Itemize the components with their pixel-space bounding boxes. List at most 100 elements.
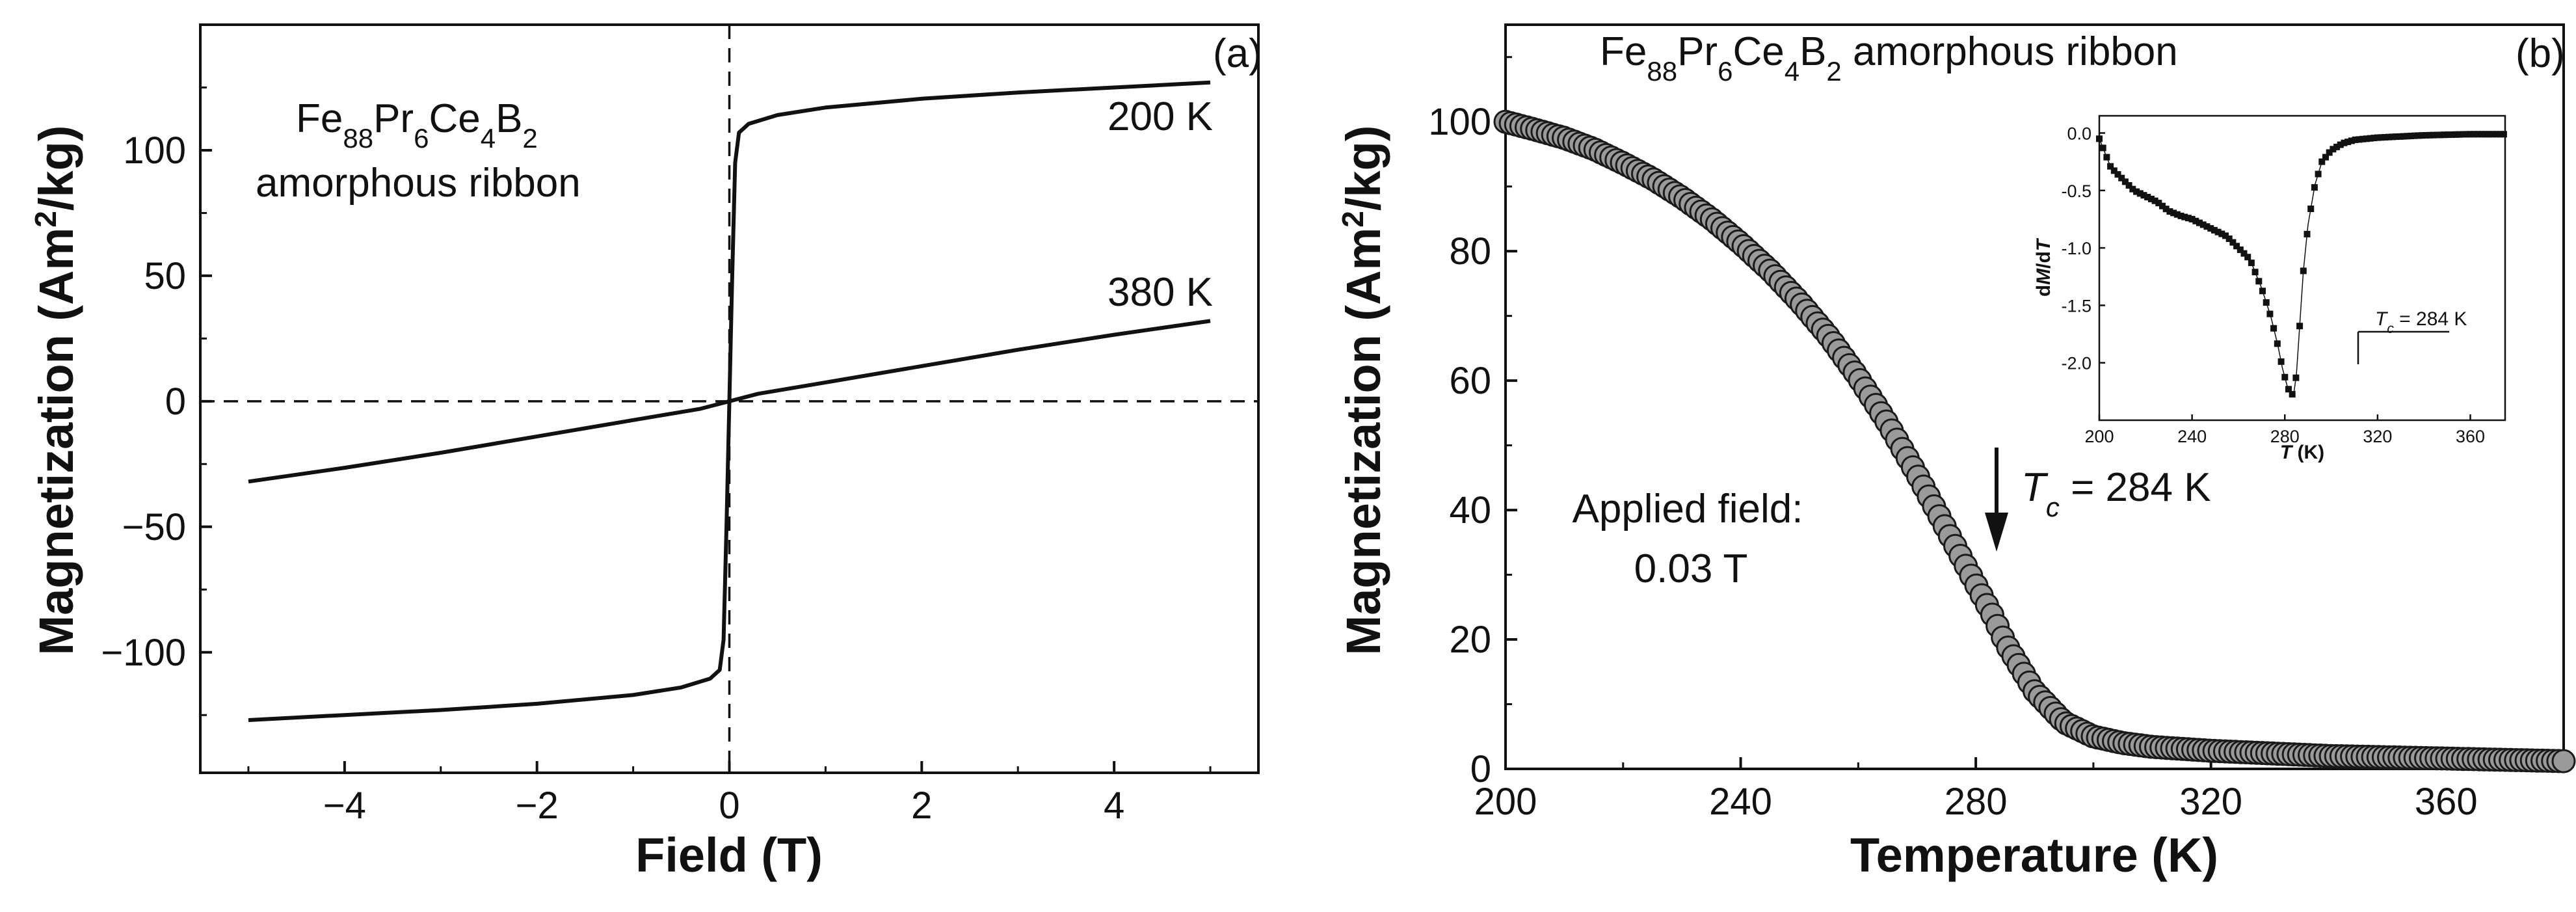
- panel-a: −4 −2 0 2 4 −100 −50 0 50 100 (a) Fe88Pr6Ce4B2 am…: [29, 23, 1262, 882]
- panel-a-xtick-label: 2: [911, 785, 932, 827]
- inset-xtick-label: 320: [2363, 427, 2392, 446]
- inset-data-point: [2136, 190, 2144, 197]
- panel-a-ytick-label: −50: [122, 506, 186, 548]
- inset-data-point: [2129, 185, 2136, 193]
- inset-data-point: [2322, 154, 2329, 161]
- panel-b-ytick-label: 60: [1449, 360, 1491, 402]
- inset-data-point: [2449, 131, 2455, 138]
- inset-chart: 200 240 280 320 360 0.0 -0.5 -1.0 -1.5 -2.0 Tc = …: [2033, 114, 2507, 463]
- inset-data-point: [2292, 374, 2300, 381]
- inset-data-point: [2452, 131, 2459, 138]
- inset-data-point: [2285, 386, 2292, 393]
- inset-data-point: [2460, 131, 2467, 138]
- inset-data-point: [2311, 184, 2318, 191]
- inset-data-point: [2296, 323, 2304, 330]
- inset-data-point: [2385, 133, 2392, 141]
- inset-data-point: [2229, 239, 2237, 246]
- panel-b-ytick-label: 20: [1449, 619, 1491, 661]
- inset-data-point: [2478, 131, 2485, 138]
- inset-data-point: [2203, 223, 2211, 230]
- inset-data-point: [2423, 132, 2430, 139]
- inset-data-point: [2497, 131, 2504, 138]
- inset-data-point: [2500, 131, 2507, 138]
- inset-data-point: [2181, 213, 2188, 221]
- inset-data-point: [2159, 202, 2166, 209]
- inset-data-point: [2337, 141, 2344, 148]
- inset-data-point: [2307, 206, 2315, 212]
- inset-data-point: [2382, 134, 2389, 141]
- inset-xtick-label: 280: [2270, 427, 2300, 446]
- inset-y-axis-title: dM/dT: [2033, 237, 2054, 297]
- panel-b-xtick-label: 200: [1474, 781, 1537, 823]
- curve-380k: [248, 319, 1211, 484]
- panel-a-ticks: −4 −2 0 2 4 −100 −50 0 50 100: [101, 86, 1212, 827]
- inset-xtick-label: 240: [2177, 427, 2207, 446]
- panel-b-sample-title: Fe88Pr6Ce4B2 amorphous ribbon: [1600, 29, 2178, 87]
- tc-annotation: Tc = 284 K: [1985, 448, 2211, 552]
- inset-data-point: [2281, 373, 2289, 381]
- inset-ytick-label: -0.5: [2061, 181, 2091, 201]
- inset-data-point: [2300, 267, 2307, 275]
- inset-data-point: [2467, 131, 2474, 138]
- inset-data-point: [2248, 260, 2255, 267]
- inset-data-point: [2166, 208, 2173, 215]
- inset-data-point: [2259, 288, 2266, 295]
- inset-data-point: [2147, 195, 2155, 202]
- panel-b-frame: [1504, 23, 2565, 770]
- inset-data-point: [2266, 310, 2274, 317]
- applied-field-annotation: Applied field: 0.03 T: [1572, 487, 1803, 591]
- inset-data-point: [2218, 230, 2225, 237]
- panel-b-points: [1493, 109, 2576, 773]
- inset-data-point: [2378, 134, 2385, 141]
- inset-data-point: [2374, 134, 2381, 141]
- inset-data-point: [2463, 131, 2470, 138]
- inset-data-point: [2140, 192, 2147, 199]
- inset-data-point: [2333, 143, 2341, 150]
- panel-b-y-axis-title: Magnetization (Am2/kg): [1336, 126, 1390, 656]
- inset-data-point: [2207, 225, 2214, 232]
- inset-data-point: [2482, 131, 2489, 138]
- inset-ytick-label: -2.0: [2061, 354, 2091, 373]
- inset-data-point: [2367, 135, 2374, 142]
- panel-a-xtick-label: 0: [719, 785, 739, 827]
- inset-data-point: [2408, 133, 2415, 139]
- panel-b-ytick-label: 40: [1449, 489, 1491, 531]
- inset-data-point: [2356, 136, 2363, 143]
- inset-data-point: [2277, 358, 2285, 365]
- tc-label: Tc = 284 K: [2021, 465, 2211, 522]
- inset-data-point: [2289, 391, 2296, 398]
- panel-a-curves: [248, 80, 1211, 722]
- inset-data-point: [2155, 200, 2162, 207]
- inset-data-point: [2144, 194, 2151, 200]
- tc-arrow-head: [1985, 513, 2008, 552]
- panel-a-label: (a): [1213, 31, 1262, 76]
- inset-data-point: [2214, 228, 2222, 235]
- inset-data-point: [2493, 131, 2500, 138]
- inset-ytick-label: 0.0: [2067, 124, 2091, 143]
- inset-data-point: [2471, 131, 2478, 138]
- inset-data-point: [2192, 217, 2199, 224]
- inset-data-point: [2121, 178, 2129, 185]
- inset-data-point: [2251, 269, 2259, 276]
- inset-data-point: [2304, 230, 2311, 237]
- inset-data-point: [2363, 135, 2370, 142]
- inset-data-point: [2389, 133, 2396, 141]
- inset-data-point: [2400, 133, 2407, 140]
- inset-data-point: [2151, 197, 2158, 204]
- inset-data-point: [2173, 211, 2181, 218]
- inset-data-point: [2114, 171, 2121, 178]
- panel-a-xtick-label: −2: [516, 785, 559, 827]
- inset-data-point: [2445, 131, 2452, 139]
- panel-a-sample-label: Fe88Pr6Ce4B2 amorphous ribbon: [256, 96, 581, 206]
- panel-a-ytick-label: 50: [144, 255, 186, 297]
- inset-data-point: [2348, 137, 2355, 144]
- inset-data-point: [2411, 132, 2418, 139]
- inset-data-point: [2474, 131, 2481, 138]
- panel-b-ytick-label: 0: [1470, 748, 1491, 790]
- panel-a-sample-formula: Fe88Pr6Ce4B2: [296, 96, 538, 154]
- panel-b-xtick-label: 320: [2179, 781, 2242, 823]
- mt-data-point: [2551, 749, 2576, 773]
- inset-x-axis-title: T (K): [2280, 442, 2324, 463]
- inset-data-point: [2240, 250, 2248, 257]
- inset-data-point: [2233, 243, 2240, 250]
